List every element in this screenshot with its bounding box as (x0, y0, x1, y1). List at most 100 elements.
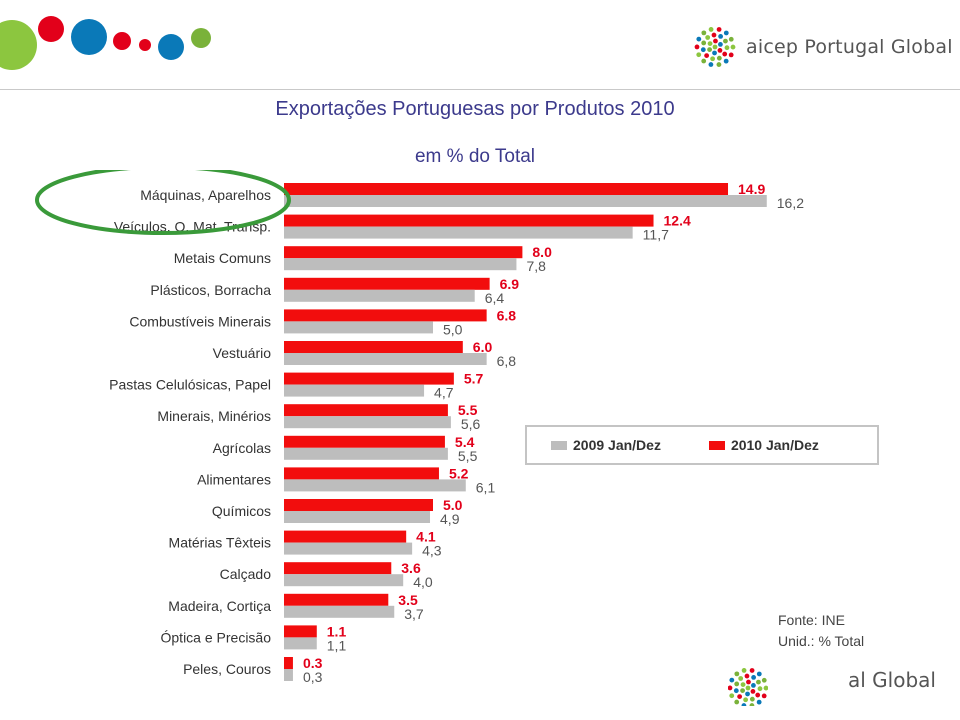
category-label: Veículos, O. Mat. Transp. (114, 219, 271, 235)
logo-dot (712, 44, 718, 50)
logo-dot (744, 673, 750, 679)
legend-label-2010: 2010 Jan/Dez (730, 437, 819, 453)
chart-subtitle: em % do Total (414, 146, 536, 167)
logo-dot (733, 688, 739, 694)
logo-dot (757, 686, 763, 692)
logo-dot (728, 685, 733, 691)
bar-2009 (284, 226, 633, 239)
bar-2009 (284, 353, 487, 365)
bar-2010 (284, 183, 729, 195)
data-label-2009: 4,0 (413, 574, 433, 590)
logo-dot (738, 676, 744, 681)
data-label-2010: 3.6 (401, 560, 421, 576)
category-label: Madeira, Cortiça (168, 598, 271, 614)
logo-dot (750, 688, 756, 694)
data-label-2010: 5.2 (449, 465, 469, 481)
legend-swatch-2010 (708, 440, 725, 450)
data-label-2010: 14.9 (738, 181, 765, 197)
logo-dot (707, 47, 712, 52)
logo-dot (761, 693, 767, 699)
logo-dot (756, 699, 762, 705)
data-label-2010: 4.1 (416, 529, 436, 545)
data-label-2009: 6,1 (476, 479, 496, 495)
bar-2009 (284, 542, 413, 555)
logo-dot (761, 677, 767, 683)
logo-dot (707, 41, 713, 47)
data-label-2009: 4,9 (440, 511, 460, 527)
logo-dot (729, 677, 735, 683)
logo-dot (734, 671, 740, 677)
category-label: Pastas Celulósicas, Papel (109, 377, 271, 393)
data-label-2009: 6,8 (497, 353, 517, 369)
logo-dot (751, 674, 757, 680)
data-label-2009: 6,4 (485, 290, 505, 306)
data-label-2009: 0,3 (303, 669, 323, 685)
logo-dot (700, 47, 706, 53)
aicep-logo-icon (694, 27, 736, 67)
logo-dot (728, 52, 734, 58)
logo-dot (745, 691, 750, 697)
data-label-2010: 5.0 (443, 497, 463, 513)
dot-red-tiny (139, 39, 151, 51)
data-label-2009: 5,5 (458, 448, 478, 464)
bar-chart: Máquinas, Aparelhos 14.9 16,2 Veículos, O. … (35, 170, 804, 685)
logo-dot (717, 47, 723, 53)
brand-name: aicep Portugal Global (746, 36, 953, 58)
logo-dot (734, 699, 740, 705)
data-label-2010: 6.0 (473, 339, 493, 355)
data-label-2009: 4,3 (422, 543, 442, 559)
logo-dot (705, 35, 711, 40)
bar-2009 (284, 384, 425, 397)
bar-2009 (284, 479, 466, 492)
category-label: Alimentares (197, 471, 271, 487)
logo-dot (723, 38, 728, 44)
logo-dot (740, 682, 746, 688)
logo-dot (716, 27, 722, 32)
logo-dot (713, 38, 718, 44)
data-label-2010: 6.8 (497, 307, 517, 323)
bar-2009 (284, 416, 451, 429)
logo-dot (710, 56, 716, 62)
logo-dot (694, 44, 700, 50)
logo-dot (708, 27, 714, 32)
logo-dot (712, 50, 717, 56)
data-label-2010: 5.5 (458, 402, 478, 418)
data-label-2009: 5,0 (443, 321, 463, 337)
bar-2009 (284, 669, 293, 681)
category-label: Matérias Têxteis (169, 535, 271, 551)
logo-dot (756, 679, 761, 685)
category-label: Peles, Couros (183, 661, 271, 677)
bar-2009 (284, 637, 317, 650)
highlight-ellipse (35, 170, 291, 235)
logo-dot (749, 703, 755, 706)
logo-dot (743, 697, 749, 703)
bar-2009 (284, 195, 767, 207)
bar-2009 (284, 605, 395, 618)
unit-line: Unid.: % Total (778, 633, 865, 649)
source-note: Fonte: INE Unid.: % Total (778, 610, 864, 652)
footer-brand: al Global (728, 668, 936, 706)
data-label-2009: 5,6 (461, 416, 481, 432)
legend-swatch-2009 (551, 440, 567, 450)
dot-red (38, 16, 64, 42)
chart-legend: 2009 Jan/Dez 2010 Jan/Dez (525, 425, 879, 465)
bar-2010 (284, 277, 490, 290)
logo-dot (704, 53, 710, 59)
logo-dot (708, 62, 714, 67)
source-line: Fonte: INE (778, 612, 845, 628)
logo-dot (730, 44, 736, 50)
bar-2010 (284, 309, 487, 322)
logo-dot (728, 36, 734, 42)
bar-2010 (284, 625, 317, 638)
data-label-2010: 8.0 (532, 244, 552, 260)
category-label: Plásticos, Borracha (150, 282, 271, 298)
logo-dot (741, 668, 747, 673)
data-label-2010: 0.3 (303, 655, 323, 671)
logo-dot (722, 51, 728, 57)
bar-2010 (284, 530, 407, 543)
logo-dot (716, 55, 722, 61)
footer-brand-text: al Global (848, 668, 936, 692)
logo-dot (701, 40, 707, 46)
data-label-2010: 6.9 (500, 276, 520, 292)
bar-2010 (284, 404, 448, 417)
